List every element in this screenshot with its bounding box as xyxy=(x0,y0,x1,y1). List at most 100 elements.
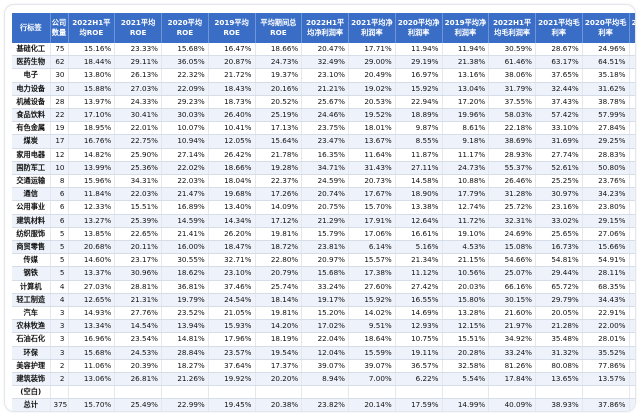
column-header: 2021平均净利润率 xyxy=(348,13,396,43)
table-cell: 13.65% xyxy=(629,372,635,387)
table-cell: 21.97% xyxy=(488,319,536,334)
table-cell xyxy=(582,385,630,400)
table-cell: 20.74% xyxy=(301,187,349,202)
table-cell: 25.25% xyxy=(535,174,583,189)
table-cell: 3 xyxy=(50,319,69,334)
table-cell: 3 xyxy=(50,346,69,360)
table-row: 商贸零售 5 20.68% 20.11% 16.00% 18.47% 18.72% 23.81… xyxy=(12,240,635,255)
table-row: 食品饮料 22 17.10% 30.41% 30.03% 26.40% 25.19% 24.4… xyxy=(12,108,635,123)
table-cell: 22.01% xyxy=(114,121,162,136)
header-row: 行标签 公司数量 2022H1平均ROE 2021平均ROE 2020平均ROE 2019… xyxy=(12,13,635,43)
table-cell: 19.45% xyxy=(208,398,256,411)
row-label-cell: 汽车 xyxy=(12,306,51,321)
row-label-cell: 电子 xyxy=(12,68,51,83)
table-cell xyxy=(50,385,69,400)
table-cell: 18.95% xyxy=(68,121,116,136)
table-cell: 22.32% xyxy=(161,68,209,83)
table-cell xyxy=(488,385,536,400)
table-cell: 26.20% xyxy=(208,227,256,242)
table-cell: 30.59% xyxy=(488,43,536,57)
table-cell: 22.03% xyxy=(161,174,209,189)
table-cell: 22.03% xyxy=(114,187,162,202)
row-label-cell: 总计 xyxy=(12,398,51,411)
table-cell: 9.18% xyxy=(442,134,490,149)
table-cell: 21.15% xyxy=(442,253,490,268)
table-cell: 80.08% xyxy=(535,359,583,374)
table-cell: 17.12% xyxy=(255,214,303,228)
table-cell: 25.07% xyxy=(488,266,536,281)
table-cell: 20.03% xyxy=(442,280,490,294)
table-cell: 55.37% xyxy=(488,161,536,176)
table-cell: 29.11% xyxy=(114,55,162,70)
table-cell: 11.17% xyxy=(442,148,490,162)
column-header: 2021平均毛利率 xyxy=(535,13,583,43)
table-cell: 15.51% xyxy=(442,332,490,347)
table-cell: 15.79% xyxy=(301,227,349,242)
table-cell: 25.67% xyxy=(301,95,349,110)
table-cell: 25.65% xyxy=(535,227,583,242)
table-cell: 8 xyxy=(50,174,69,189)
table-cell: 24.73% xyxy=(255,55,303,70)
table-cell: 14.93% xyxy=(68,306,116,321)
table-cell: 20.53% xyxy=(348,95,396,110)
table-cell: 16.55% xyxy=(395,293,443,308)
table-cell: 17.02% xyxy=(301,319,349,334)
table-cell xyxy=(301,385,349,400)
row-label-cell: 基础化工 xyxy=(12,43,51,57)
table-cell: 8.61% xyxy=(442,121,490,136)
table-cell: 23.10% xyxy=(208,266,256,281)
table-cell: 21.72% xyxy=(208,68,256,83)
table-cell: 33.02% xyxy=(535,214,583,228)
table-cell: 2 xyxy=(50,372,69,387)
table-cell: 40.09% xyxy=(488,398,536,411)
table-row: 建筑装饰 2 13.06% 26.81% 21.26% 19.92% 20.20% 8.94%… xyxy=(12,372,635,387)
row-label-cell: 环保 xyxy=(12,346,51,360)
table-row: 石油石化 3 16.96% 23.54% 14.81% 17.96% 18.19% 22.04… xyxy=(12,332,635,347)
table-cell: 18.44% xyxy=(68,55,116,70)
table-row: 国防军工 10 13.99% 25.36% 22.02% 18.66% 19.28% 34.7… xyxy=(12,161,635,176)
table-cell: 7.00% xyxy=(348,372,396,387)
table-cell: 58.03% xyxy=(488,108,536,123)
column-header: 2022H1平均毛利润率 xyxy=(488,13,536,43)
table-cell: 36.57% xyxy=(395,359,443,374)
table-cell: 21.41% xyxy=(161,227,209,242)
table-cell: 20.75% xyxy=(301,200,349,215)
table-cell: 20.87% xyxy=(208,55,256,70)
table-cell: 8.55% xyxy=(395,134,443,149)
table-cell: 13.28% xyxy=(442,306,490,321)
table-cell: 27.14% xyxy=(161,148,209,162)
table-cell: 12.93% xyxy=(395,319,443,334)
table-cell: 18.01% xyxy=(348,121,396,136)
table-cell: 32.31% xyxy=(488,214,536,228)
table-cell: 18.04% xyxy=(208,174,256,189)
row-label-cell: 家用电器 xyxy=(12,148,51,162)
table-row: 轻工制造 4 12.65% 21.31% 19.79% 24.54% 18.14% 19.17… xyxy=(12,293,635,308)
table-cell: 25.36% xyxy=(114,161,162,176)
table-cell: 28.83% xyxy=(582,148,630,162)
table-cell: 18.64% xyxy=(348,332,396,347)
table-cell: 34.07% xyxy=(629,68,635,83)
table-cell: 19.37% xyxy=(255,68,303,83)
table-cell: 12.65% xyxy=(68,293,116,308)
table-cell: 34.43% xyxy=(582,293,630,308)
table-cell: 13.40% xyxy=(208,200,256,215)
table-row: 机械设备 28 13.97% 24.33% 29.23% 18.73% 20.52% 25.6… xyxy=(12,95,635,110)
table-cell: 13.16% xyxy=(442,68,490,83)
table-row: 汽车 3 14.93% 27.76% 23.52% 21.05% 19.81% 15.20% 1… xyxy=(12,306,635,321)
table-cell: 22.99% xyxy=(161,398,209,411)
table-cell: 27.84% xyxy=(582,121,630,136)
row-label-cell: 传媒 xyxy=(12,253,51,268)
table-row: 纺织服饰 5 13.85% 22.65% 21.41% 26.20% 19.81% 15.79… xyxy=(12,227,635,242)
table-cell: 29.79% xyxy=(535,293,583,308)
table-cell: 61.74% xyxy=(629,55,635,70)
table-cell: 20.39% xyxy=(114,359,162,374)
table-cell: 20.11% xyxy=(114,240,162,255)
table-cell: 17.96% xyxy=(208,332,256,347)
table-row: 有色金属 19 18.95% 22.01% 10.07% 10.41% 17.13% 23.7… xyxy=(12,121,635,136)
table-cell: 54.91% xyxy=(582,253,630,268)
table-cell: 36.81% xyxy=(161,280,209,294)
table-cell: 5.16% xyxy=(395,240,443,255)
table-cell: 6.22% xyxy=(395,372,443,387)
row-label-cell: (空白) xyxy=(12,385,51,400)
table-cell: 19.81% xyxy=(255,306,303,321)
